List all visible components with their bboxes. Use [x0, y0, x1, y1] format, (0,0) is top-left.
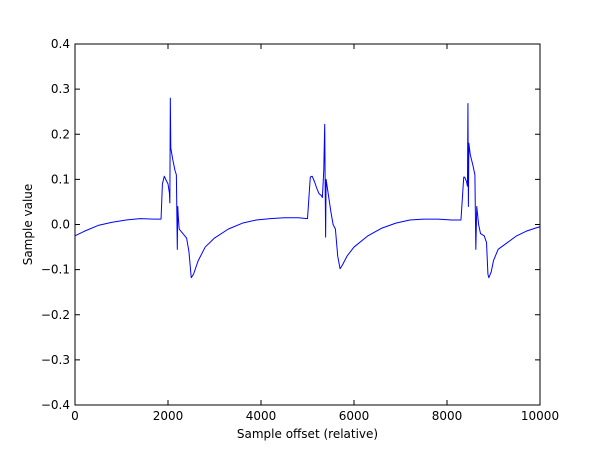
y-tick-label: −0.1	[41, 263, 70, 277]
x-tick-label: 6000	[339, 409, 370, 423]
axis-ticks: 0 2000 4000 6000 8000 10000 −0.4 −0.3 −0.2 −0.1 0.…	[41, 37, 559, 423]
x-tick-label: 10000	[521, 409, 559, 423]
x-tick-label: 4000	[246, 409, 277, 423]
x-tick-label: 2000	[153, 409, 184, 423]
x-tick-label: 8000	[432, 409, 463, 423]
y-tick-label: 0.3	[51, 82, 70, 96]
y-tick-label: −0.2	[41, 308, 70, 322]
series-line-0	[74, 97, 541, 279]
y-tick-label: 0.1	[51, 172, 70, 186]
y-tick-label: −0.3	[41, 353, 70, 367]
y-tick-label: 0.4	[51, 37, 70, 51]
y-tick-label: −0.4	[41, 398, 70, 412]
y-tick-label: 0.0	[51, 218, 70, 232]
y-tick-label: 0.2	[51, 127, 70, 141]
plot-area	[74, 97, 541, 279]
x-tick-label: 0	[71, 409, 79, 423]
y-axis-label: Sample value	[21, 184, 35, 266]
x-axis-label: Sample offset (relative)	[237, 427, 378, 441]
